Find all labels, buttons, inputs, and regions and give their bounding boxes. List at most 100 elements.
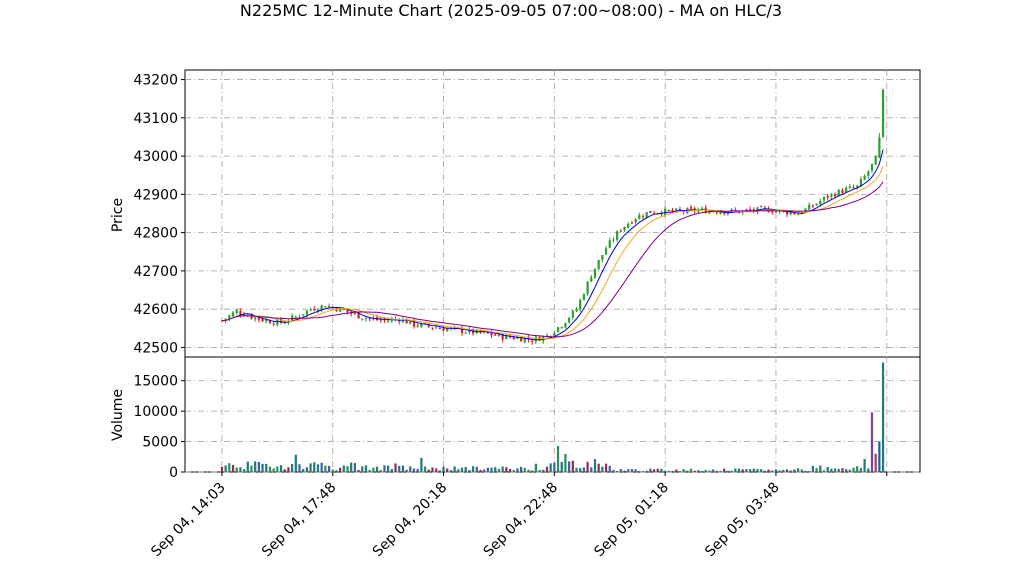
volume-bar xyxy=(320,462,323,472)
candle-body xyxy=(224,318,227,321)
volume-bar xyxy=(471,466,475,472)
candle-body xyxy=(383,319,386,321)
candle-body xyxy=(845,187,848,193)
volume-bar xyxy=(383,465,386,472)
volume-bar xyxy=(793,469,796,472)
candle-body xyxy=(560,327,563,329)
candle-body xyxy=(856,185,859,188)
candle-body xyxy=(715,212,718,214)
candle-body xyxy=(231,312,235,317)
volume-bar xyxy=(353,463,357,472)
volume-bar xyxy=(416,468,419,472)
candle-body xyxy=(431,327,434,329)
x-ticks: Sep 04, 14:03 Sep 04, 17:48 Sep 04, 20:18 S… xyxy=(148,472,888,561)
volume-bar xyxy=(394,463,397,472)
volume-bar xyxy=(833,468,837,472)
candles xyxy=(220,88,885,345)
candle-body xyxy=(309,309,312,311)
volume-bar xyxy=(250,465,253,472)
volume-bar xyxy=(712,469,715,472)
candle-body xyxy=(837,189,840,197)
candle-body xyxy=(353,313,357,315)
candle-body xyxy=(442,327,445,331)
volume-bar xyxy=(785,469,789,472)
volume-bar xyxy=(800,469,803,472)
volume-bar xyxy=(242,469,246,472)
volume-bar xyxy=(597,463,600,472)
volume-bar xyxy=(486,467,489,472)
volume-bar xyxy=(257,461,260,472)
volume-bar xyxy=(804,470,807,472)
volume-bar xyxy=(357,469,360,472)
volume-bar xyxy=(671,470,674,472)
candle-body xyxy=(379,319,382,321)
candle-body xyxy=(556,327,560,332)
candle-body xyxy=(641,216,645,218)
candle-body xyxy=(501,334,504,340)
candle-body xyxy=(279,318,283,323)
candle-body xyxy=(723,212,726,214)
volume-axis-label: Volume xyxy=(110,389,126,441)
x-tick-label: Sep 05, 03:48 xyxy=(702,480,783,561)
candle-body xyxy=(512,337,515,340)
candle-body xyxy=(785,210,789,215)
volume-bar xyxy=(412,468,416,472)
candle-body xyxy=(852,187,855,189)
candle-body xyxy=(294,316,297,318)
candle-body xyxy=(523,338,526,343)
candle-body xyxy=(593,268,597,278)
candle-body xyxy=(516,337,519,339)
candle-body xyxy=(597,259,600,270)
volume-bar xyxy=(634,469,637,472)
volume-bar xyxy=(582,467,586,472)
volume-bar xyxy=(523,467,526,472)
volume-bar xyxy=(789,470,792,472)
candle-body xyxy=(627,223,630,228)
candle-body xyxy=(649,210,652,213)
volume-tick-label: 0 xyxy=(169,465,178,481)
candle-body xyxy=(283,322,286,324)
volume-bar xyxy=(874,453,877,472)
candle-body xyxy=(291,315,294,321)
volume-bar xyxy=(508,468,512,472)
candle-body xyxy=(257,317,260,320)
volume-bar xyxy=(767,469,770,472)
volume-bar xyxy=(265,463,268,472)
candle-body xyxy=(819,201,822,205)
volume-bar xyxy=(453,466,456,472)
ma-line-3 xyxy=(221,181,884,338)
volume-bar xyxy=(483,469,486,472)
volume-bar xyxy=(760,469,763,472)
volume-bar xyxy=(719,470,722,472)
candle-body xyxy=(409,320,412,324)
volume-bar xyxy=(616,471,619,472)
volume-tick-label: 15000 xyxy=(133,374,178,390)
price-tick-label: 43200 xyxy=(133,73,178,89)
candle-body xyxy=(604,248,608,255)
x-tick-label: Sep 04, 22:48 xyxy=(481,480,562,561)
volume-bar xyxy=(272,468,275,472)
x-tick-label: Sep 05, 01:18 xyxy=(591,480,672,561)
candle-body xyxy=(246,315,249,317)
candle-body xyxy=(612,239,615,241)
volume-bar xyxy=(457,469,460,472)
candle-body xyxy=(302,314,305,316)
volume-bar xyxy=(697,470,700,472)
volume-bar xyxy=(601,466,604,472)
volume-bar xyxy=(841,468,844,472)
volume-bar xyxy=(667,470,670,472)
volume-y-ticks: 0 5000 10000 15000 xyxy=(133,374,185,481)
volume-bar xyxy=(881,362,885,472)
price-axis-label: Price xyxy=(110,198,126,232)
x-tick-label: Sep 04, 20:18 xyxy=(370,480,451,561)
volume-bar xyxy=(427,469,430,472)
volume-bar xyxy=(664,470,667,472)
volume-bar xyxy=(774,469,778,472)
candle-body xyxy=(638,215,641,220)
volume-bar xyxy=(531,470,534,472)
volume-bar xyxy=(538,470,541,472)
volume-bar xyxy=(704,469,707,472)
candle-body xyxy=(881,89,885,137)
candle-body xyxy=(420,323,423,327)
